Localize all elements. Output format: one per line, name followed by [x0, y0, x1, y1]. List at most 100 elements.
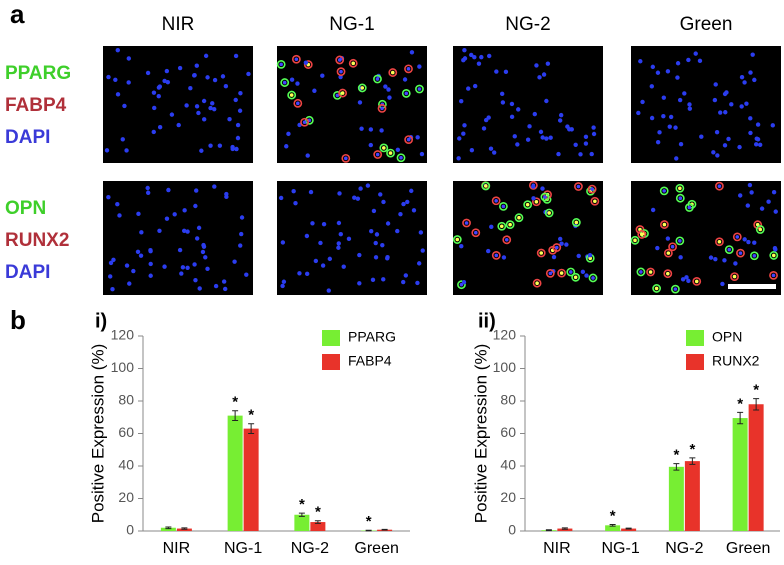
bar [733, 418, 748, 531]
cell [651, 65, 655, 69]
cell [374, 255, 378, 259]
cell [760, 206, 764, 210]
cell [381, 277, 385, 281]
cell [401, 202, 405, 206]
cell [590, 152, 594, 156]
cell [396, 148, 400, 152]
cell [347, 237, 351, 241]
cell [391, 71, 395, 75]
cell [357, 253, 361, 257]
x-tick-label: NG-2 [665, 540, 703, 557]
cell [386, 221, 390, 225]
cell [358, 100, 362, 104]
cell [236, 123, 240, 127]
cell [593, 199, 597, 203]
cell [733, 261, 737, 265]
bar [749, 404, 764, 531]
y-tick-label: 80 [500, 392, 516, 408]
cell [162, 264, 166, 268]
cell [398, 212, 402, 216]
panel-label: a [10, 0, 25, 29]
cell [136, 250, 140, 254]
cell [633, 239, 637, 243]
cell [558, 118, 562, 122]
y-tick-label: 60 [118, 424, 134, 440]
cell [661, 114, 665, 118]
cell [166, 188, 170, 192]
cell [246, 72, 250, 76]
cell [338, 58, 342, 62]
cell [720, 282, 724, 286]
cell [306, 153, 310, 157]
cell [756, 137, 760, 141]
cell [116, 48, 120, 52]
cell [742, 80, 746, 84]
cell [678, 239, 682, 243]
cell [535, 281, 539, 285]
cell [152, 130, 156, 134]
micrograph [453, 181, 603, 295]
x-tick-label: NG-1 [224, 540, 262, 557]
cell [157, 229, 161, 233]
y-tick-label: 100 [493, 359, 517, 375]
cell [386, 87, 390, 91]
cell [581, 270, 585, 274]
cell [726, 137, 730, 141]
cell [682, 91, 686, 95]
cell [477, 61, 481, 65]
cell [290, 78, 294, 82]
y-tick-label: 80 [118, 392, 134, 408]
cell [656, 71, 660, 75]
cell [666, 69, 670, 73]
cell [223, 287, 227, 291]
cell [526, 203, 530, 207]
cell [125, 263, 129, 267]
cell [474, 231, 478, 235]
cell [678, 255, 682, 259]
cell [327, 288, 331, 292]
cell [577, 185, 581, 189]
cell [139, 253, 143, 257]
column-header: NG-1 [329, 14, 374, 35]
cell [713, 257, 717, 261]
cell [746, 240, 750, 244]
y-axis-label: Positive Expression (%) [471, 344, 490, 524]
cell [177, 123, 181, 127]
cell [750, 52, 754, 56]
cell [208, 143, 212, 147]
cell [111, 258, 115, 262]
cell [733, 275, 737, 279]
cell [715, 130, 719, 134]
cell [351, 62, 355, 66]
cell [668, 124, 672, 128]
cell [502, 255, 506, 259]
cell [108, 274, 112, 278]
cell [369, 229, 373, 233]
cell [234, 54, 238, 58]
cell [322, 222, 326, 226]
bar [669, 467, 684, 531]
cell [662, 189, 666, 193]
error-bar [626, 528, 632, 529]
cell [234, 147, 238, 151]
bar [685, 461, 700, 531]
cell [650, 84, 654, 88]
cell [366, 183, 370, 187]
cell [753, 254, 757, 258]
cell [407, 67, 411, 71]
cell [337, 221, 341, 225]
cell [570, 127, 574, 131]
cell [560, 271, 564, 275]
cell [472, 55, 476, 59]
cell [339, 232, 343, 236]
cell [666, 272, 670, 276]
cell [146, 191, 150, 195]
legend-label: OPN [712, 329, 742, 345]
cell [369, 143, 373, 147]
cell [417, 64, 421, 68]
column-header: Green [680, 14, 733, 35]
cell [314, 259, 318, 263]
cell [193, 204, 197, 208]
significance-marker: * [753, 382, 759, 399]
cell [318, 241, 322, 245]
